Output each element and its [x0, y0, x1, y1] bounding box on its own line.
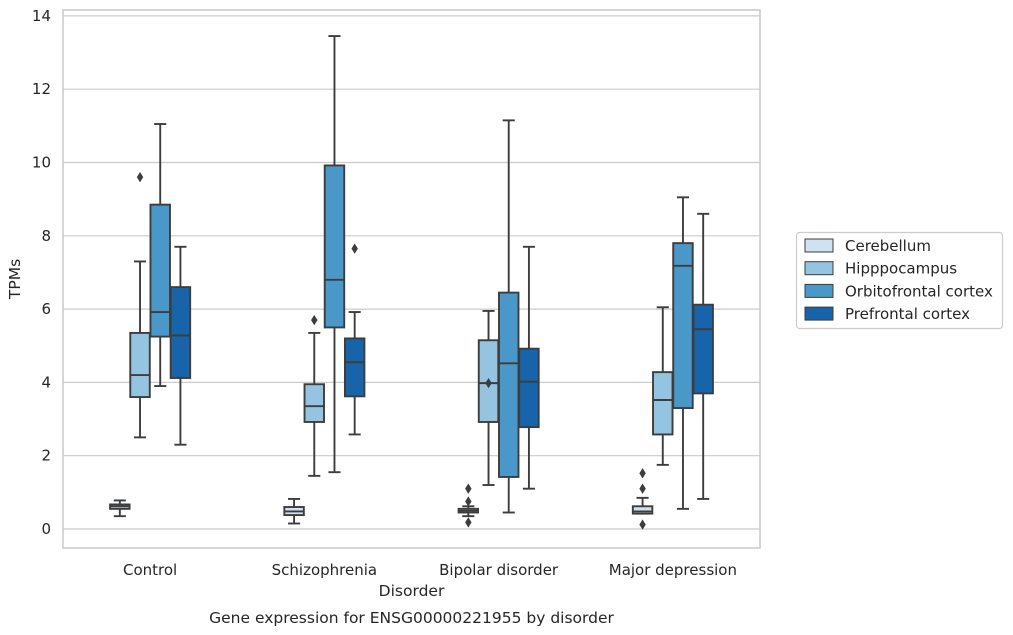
outlier-point [311, 314, 318, 326]
box-orbitofrontal-cortex-schizophrenia [323, 35, 346, 474]
box-iqr [323, 164, 346, 329]
legend-frame [795, 231, 1004, 330]
box-prefrontal-cortex-major-depression [692, 212, 714, 500]
box-iqr [631, 505, 654, 515]
legend-item-cerebellum: Cerebellum [804, 237, 931, 255]
x-tick-label: Control [123, 561, 177, 579]
box-iqr [169, 286, 192, 379]
y-tick-labels: 0 2 4 6 8 10 12 14 [32, 7, 51, 538]
box-hipppocampus-schizophrenia [303, 314, 325, 477]
outlier-point [465, 517, 472, 528]
y-tick-label: 0 [41, 520, 51, 538]
legend-label: Cerebellum [845, 237, 931, 255]
legend-swatch [804, 306, 834, 321]
y-axis-label: TPMs [6, 259, 24, 300]
box-iqr [672, 242, 694, 410]
box-iqr [692, 303, 714, 395]
series-cerebellum [109, 468, 654, 530]
box-cerebellum-bipolar-disorder [457, 483, 480, 528]
box-iqr [149, 203, 171, 338]
outlier-point [465, 496, 472, 507]
chart-caption: Gene expression for ENSG00000221955 by d… [209, 609, 614, 627]
x-tick-labels: Control Schizophrenia Bipolar disorder Majo… [123, 561, 737, 579]
x-tick-label: Bipolar disorder [439, 561, 559, 579]
box-iqr [518, 347, 540, 429]
box-hipppocampus-major-depression [652, 306, 674, 466]
legend-label: Orbitofrontal cortex [845, 282, 993, 300]
outlier-point [465, 483, 472, 494]
box-orbitofrontal-cortex-control [149, 123, 171, 388]
y-tick-label: 6 [41, 300, 51, 318]
box-series [109, 35, 714, 530]
y-tick-label: 4 [41, 373, 51, 391]
box-orbitofrontal-cortex-major-depression [672, 196, 694, 510]
box-cerebellum-major-depression [631, 468, 654, 530]
x-tick-label: Schizophrenia [272, 561, 377, 579]
outlier-point [639, 519, 646, 530]
legend-label: Prefrontal cortex [845, 305, 970, 323]
y-tick-label: 8 [41, 227, 51, 245]
box-iqr [343, 337, 366, 398]
box-hipppocampus-control [129, 171, 151, 439]
box-iqr [303, 383, 325, 423]
box-orbitofrontal-cortex-bipolar-disorder [498, 119, 520, 514]
x-axis-label: Disorder [379, 582, 445, 600]
legend-item-hipppocampus: Hipppocampus [804, 260, 957, 278]
box-iqr [129, 331, 151, 399]
series-hipppocampus [129, 171, 674, 486]
outlier-point [485, 377, 492, 389]
legend: Cerebellum Hipppocampus Orbitofrontal cort… [795, 231, 1004, 330]
legend-label: Hipppocampus [845, 260, 957, 278]
legend-item-orbitofrontal-cortex: Orbitofrontal cortex [804, 282, 993, 300]
plot-frame [62, 9, 761, 549]
outlier-point [639, 483, 646, 494]
outlier-point [639, 468, 646, 479]
legend-item-prefrontal-cortex: Prefrontal cortex [804, 305, 970, 323]
box-prefrontal-cortex-schizophrenia [343, 243, 366, 436]
outlier-point [351, 243, 358, 254]
legend-swatch [804, 261, 834, 276]
box-cerebellum-control [109, 499, 131, 518]
y-tick-label: 12 [32, 80, 51, 98]
legend-swatch [804, 238, 834, 253]
outlier-point [136, 171, 144, 183]
box-iqr [498, 291, 520, 478]
box-hipppocampus-bipolar-disorder [477, 309, 500, 486]
y-tick-label: 14 [32, 7, 51, 25]
box-cerebellum-schizophrenia [283, 497, 305, 525]
series-orbitofrontal-cortex [149, 35, 694, 514]
box-iqr [652, 371, 674, 436]
series-prefrontal-cortex [169, 212, 714, 500]
box-prefrontal-cortex-bipolar-disorder [518, 245, 540, 490]
y-tick-label: 10 [32, 154, 51, 172]
y-tick-label: 2 [41, 447, 51, 465]
legend-swatch [804, 283, 834, 298]
x-tick-label: Major depression [609, 561, 737, 579]
box-prefrontal-cortex-control [169, 245, 192, 446]
